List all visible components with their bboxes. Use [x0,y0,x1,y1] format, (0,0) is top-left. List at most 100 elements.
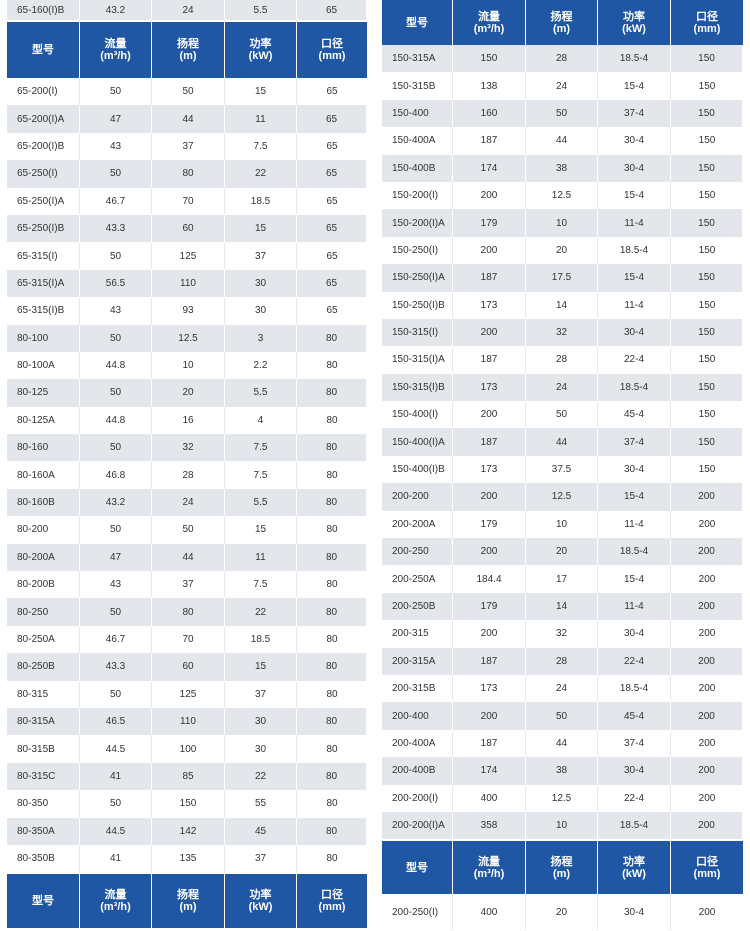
table-row: 150-250(I) 200 20 18.5-4 150 [382,236,743,265]
model-cell: 65-200(I)B [7,132,80,161]
table-row: 150-400A 187 44 30-4 150 [382,127,743,155]
diameter-cell: 200 [671,811,743,840]
diameter-cell: 80 [297,735,367,763]
flow-cell: 200 [453,702,526,730]
head-cell: 28 [152,461,225,489]
power-cell: 11 [225,543,297,572]
model-cell: 80-160A [7,461,80,489]
header-power: 功率 (kW) [225,22,297,78]
head-cell: 10 [526,811,598,840]
model-cell: 200-250A [382,565,453,593]
power-cell: 15 [225,516,297,544]
diameter-cell: 150 [671,428,743,456]
diameter-cell: 80 [297,543,367,572]
power-cell: 45 [225,817,297,845]
model-cell: 80-100 [7,324,80,352]
model-cell: 200-315A [382,647,453,675]
table-row: 150-315A 150 28 18.5-4 150 [382,45,743,73]
model-cell: 200-315B [382,674,453,703]
right-table-body: 150-315A 150 28 18.5-4 150 150-315B 138 24 15-4 1… [382,45,743,840]
flow-cell: 46.7 [80,625,152,654]
power-cell: 15 [225,214,297,243]
model-cell: 80-200 [7,516,80,544]
diameter-cell: 200 [671,510,743,539]
table-row: 65-200(I) 50 50 15 65 [7,78,367,106]
head-cell: 12.5 [152,324,225,352]
diameter-cell: 80 [297,790,367,818]
diameter-cell: 80 [297,379,367,407]
power-cell: 7.5 [225,571,297,599]
diameter-cell: 80 [297,625,367,654]
power-cell: 15-4 [598,181,671,210]
flow-cell: 400 [453,784,526,812]
diameter-cell: 150 [671,181,743,210]
power-cell: 18.5-4 [598,538,671,566]
right-spec-table: 型号 流量 (m³/h) 扬程 (m) 功率 (kW) 口径 (mm) 150-315A… [382,0,743,931]
flow-cell: 43 [80,571,152,599]
left-spec-table: 65-160(I)B 43.2 24 5.5 65 型号 流量 (m³/h) 扬程… [7,0,367,929]
power-cell: 11-4 [598,592,671,621]
model-cell: 150-315A [382,45,453,73]
model-cell: 150-200(I)A [382,209,453,237]
table-header: 型号 流量 (m³/h) 扬程 (m) 功率 (kW) 口径 (mm) [7,874,367,929]
head-cell: 150 [152,790,225,818]
power-cell: 7.5 [225,434,297,462]
model-cell: 80-350B [7,844,80,873]
diameter-cell: 150 [671,401,743,429]
head-cell: 14 [526,592,598,621]
diameter-cell: 200 [671,757,743,785]
table-row: 65-250(I)B 43.3 60 15 65 [7,214,367,243]
model-cell: 200-250B [382,592,453,621]
flow-cell: 200 [453,181,526,210]
flow-cell: 44.8 [80,406,152,435]
power-cell: 18.5-4 [598,373,671,402]
table-row: 150-400(I)B 173 37.5 30-4 150 [382,455,743,484]
header-model: 型号 [382,841,453,895]
flow-cell: 43.3 [80,653,152,681]
flow-cell: 50 [80,324,152,352]
power-cell: 4 [225,406,297,435]
flow-cell: 173 [453,373,526,402]
table-row: 200-315B 173 24 18.5-4 200 [382,674,743,703]
model-cell: 150-250(I)A [382,264,453,292]
table-row: 80-125 50 20 5.5 80 [7,379,367,407]
flow-cell: 187 [453,264,526,292]
flow-cell: 187 [453,647,526,675]
head-cell: 38 [526,757,598,785]
header-flow: 流量 (m³/h) [453,0,526,45]
table-row: 150-200(I)A 179 10 11-4 150 [382,209,743,237]
head-cell: 16 [152,406,225,435]
diameter-cell: 65 [297,242,367,270]
flow-cell: 50 [80,598,152,626]
header-diameter: 口径 (mm) [671,0,743,45]
model-cell: 150-315(I) [382,318,453,347]
flow-cell: 179 [453,592,526,621]
head-cell: 14 [526,291,598,319]
diameter-cell: 65 [297,132,367,161]
diameter-cell: 80 [297,488,367,517]
model-cell: 200-315 [382,620,453,648]
table-row: 80-100A 44.8 10 2.2 80 [7,351,367,380]
flow-cell: 400 [453,894,526,931]
table-row: 150-400(I)A 187 44 37-4 150 [382,428,743,456]
head-cell: 17 [526,565,598,593]
flow-cell: 46.8 [80,461,152,489]
model-cell: 80-160B [7,488,80,517]
flow-cell: 138 [453,72,526,100]
header-diameter: 口径 (mm) [297,22,367,78]
table-row: 80-160A 46.8 28 7.5 80 [7,461,367,489]
table-row: 200-315 200 32 30-4 200 [382,620,743,648]
table-row: 80-350 50 150 55 80 [7,790,367,818]
power-cell: 11 [225,105,297,133]
diameter-cell: 65 [297,0,367,20]
model-cell: 80-250B [7,653,80,681]
flow-cell: 41 [80,844,152,873]
table-row: 80-315A 46.5 110 30 80 [7,707,367,736]
power-cell: 11-4 [598,291,671,319]
table-row: 65-250(I)A 46.7 70 18.5 65 [7,187,367,215]
model-cell: 80-200B [7,571,80,599]
head-cell: 60 [152,653,225,681]
table-row: 200-250 200 20 18.5-4 200 [382,538,743,566]
power-cell: 5.5 [225,488,297,517]
power-cell: 15-4 [598,264,671,292]
